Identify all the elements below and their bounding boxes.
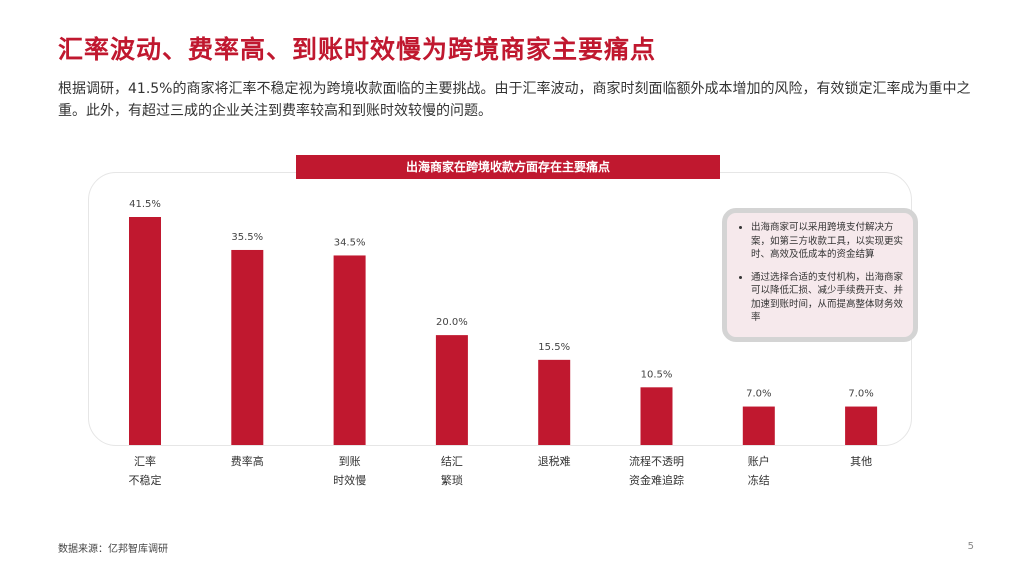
bar (742, 406, 775, 445)
bar-value-label: 10.5% (641, 369, 673, 380)
bar (333, 255, 366, 445)
bar (538, 359, 571, 445)
category-label: 结汇 繁琐 (440, 455, 463, 487)
category-label: 汇率 不稳定 (128, 455, 162, 487)
bar-value-label: 15.5% (538, 342, 570, 353)
bar-value-label: 35.5% (231, 232, 263, 243)
category-label: 流程不透明 资金难追踪 (629, 455, 684, 487)
bar (435, 335, 468, 445)
chart-title: 出海商家在跨境收款方面存在主要痛点 (296, 155, 720, 179)
bar (231, 249, 264, 445)
category-label: 到账 时效慢 (333, 455, 367, 487)
category-label: 账户 冻结 (747, 455, 770, 487)
page-title: 汇率波动、费率高、到账时效慢为跨境商家主要痛点 (58, 35, 657, 64)
bar-value-label: 7.0% (746, 389, 771, 400)
bar-value-label: 41.5% (129, 199, 161, 210)
category-label: 其他 (850, 455, 873, 468)
page-number: 5 (967, 541, 974, 552)
category-label: 退税难 (537, 455, 571, 468)
category-label: 费率高 (230, 455, 264, 468)
bar-value-label: 20.0% (436, 317, 468, 328)
insight-note-item: 出海商家可以采用跨境支付解决方案，如第三方收款工具，以实现更实时、高效及低成本的… (751, 221, 905, 262)
insight-note: 出海商家可以采用跨境支付解决方案，如第三方收款工具，以实现更实时、高效及低成本的… (722, 208, 918, 342)
bar-value-label: 34.5% (334, 237, 366, 248)
bar (640, 387, 673, 445)
bar (845, 406, 878, 445)
bar-value-label: 7.0% (848, 389, 873, 400)
bar (129, 217, 161, 445)
insight-note-item: 通过选择合适的支付机构，出海商家可以降低汇损、减少手续费开支、并加速到账时间，从… (751, 271, 905, 325)
data-source: 数据来源：亿邦智库调研 (58, 544, 168, 555)
intro-paragraph: 根据调研，41.5%的商家将汇率不稳定视为跨境收款面临的主要挑战。由于汇率波动，… (58, 81, 971, 119)
